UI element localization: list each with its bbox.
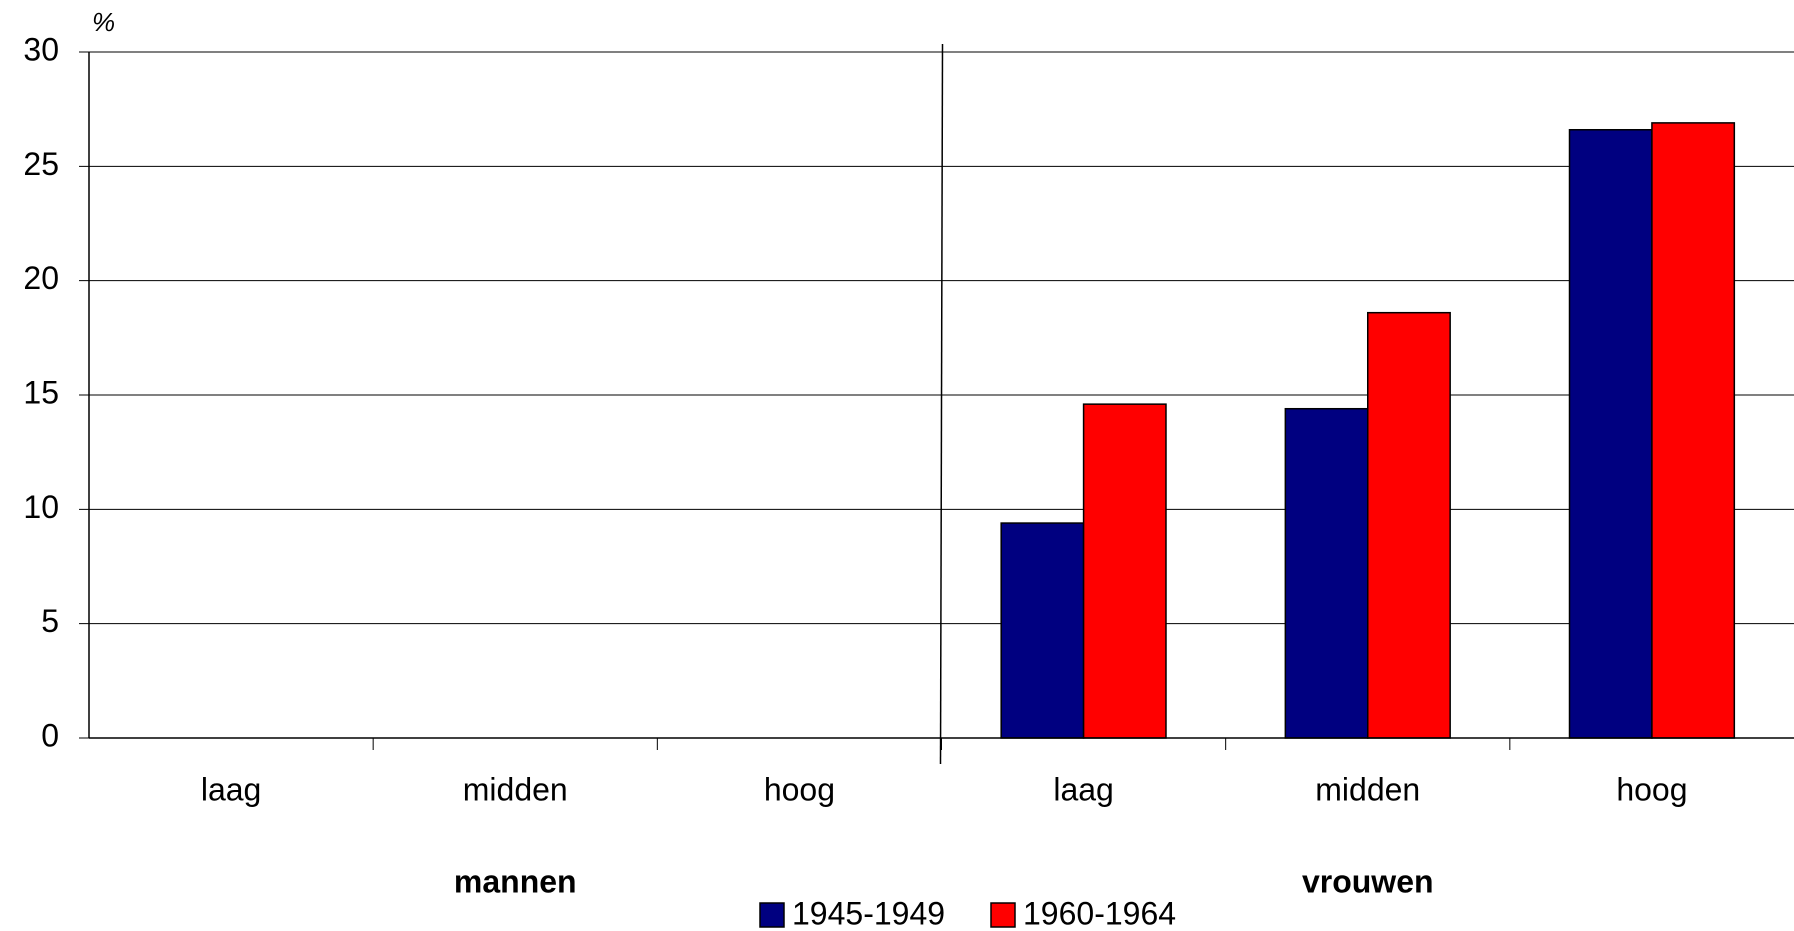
group-label: mannen	[454, 863, 577, 899]
bar	[1568, 128, 1653, 739]
legend-label: 1945-1949	[792, 895, 945, 931]
bar	[1000, 522, 1085, 739]
group-label: vrouwen	[1302, 863, 1434, 899]
x-tick-label: laag	[201, 771, 262, 807]
y-unit-label: %	[92, 7, 115, 37]
x-tick-label: laag	[1053, 771, 1114, 807]
y-tick-label: 25	[23, 146, 59, 182]
legend-swatch	[990, 902, 1016, 928]
x-tick-label: midden	[1315, 771, 1420, 807]
y-tick-label: 15	[23, 374, 59, 410]
group-separator	[939, 43, 944, 765]
y-tick-label: 5	[41, 603, 59, 639]
y-tick-label: 20	[23, 260, 59, 296]
bar	[1651, 122, 1736, 739]
bar	[1082, 403, 1167, 739]
x-tick-label: hoog	[1616, 771, 1687, 807]
legend-label: 1960-1964	[1023, 895, 1176, 931]
y-tick-label: 0	[41, 717, 59, 753]
legend-swatch	[759, 902, 785, 928]
y-tick-label: 10	[23, 489, 59, 525]
x-tick-label: hoog	[764, 771, 835, 807]
bar	[1367, 311, 1451, 739]
bar	[1284, 407, 1369, 739]
y-tick-label: 30	[23, 31, 59, 67]
x-tick-label: midden	[463, 771, 568, 807]
